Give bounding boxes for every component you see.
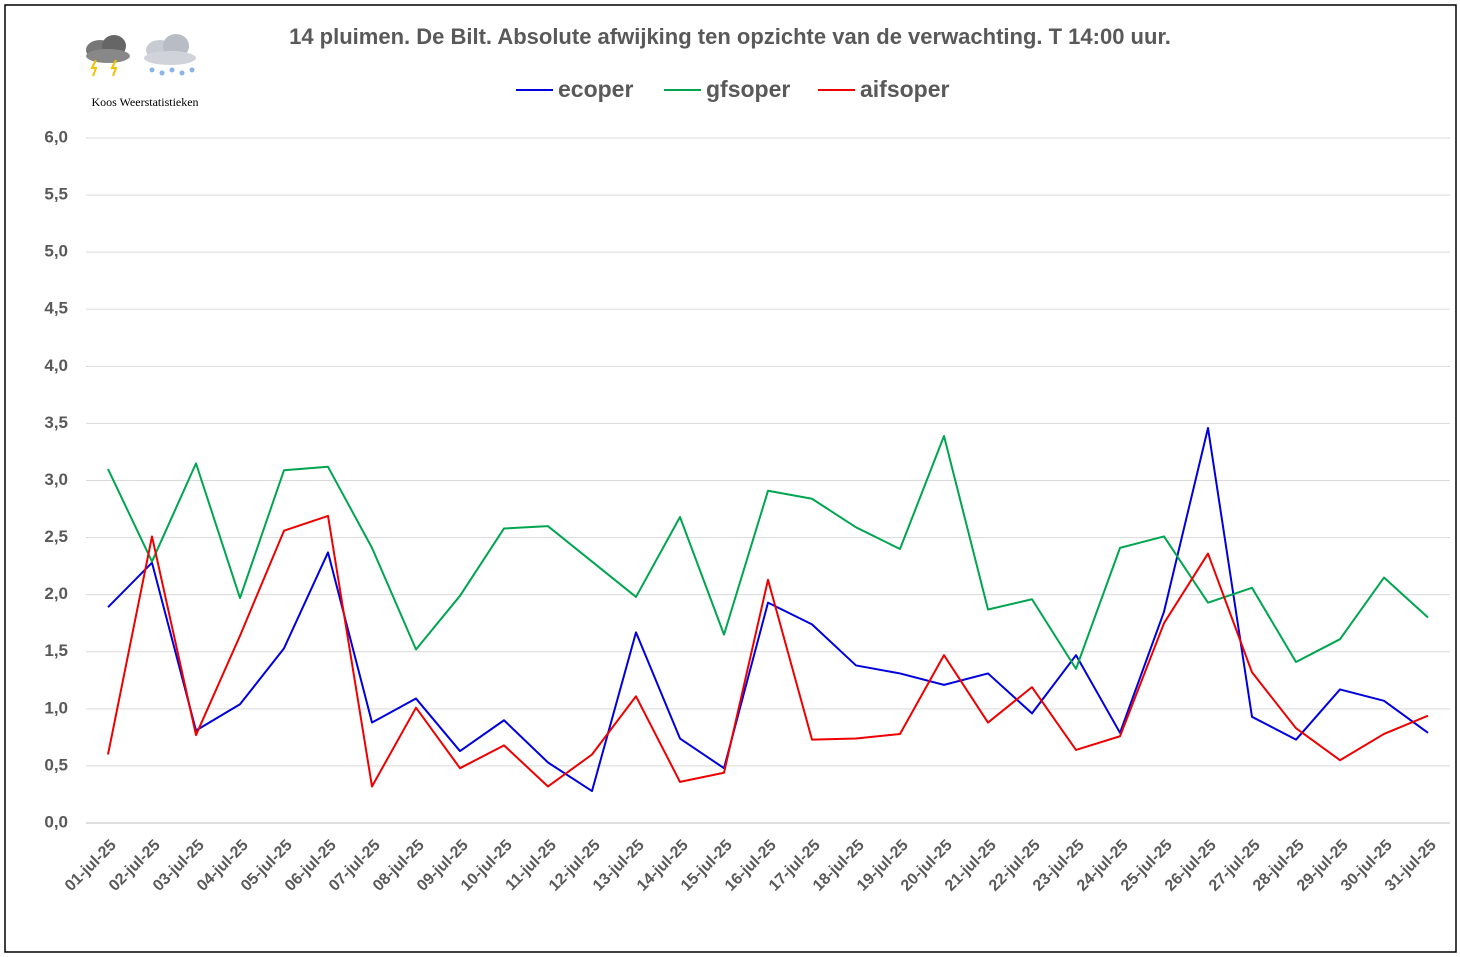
y-tick-label: 1,0	[44, 698, 68, 717]
series-line	[107, 514, 1429, 788]
frame	[4, 4, 1457, 953]
y-tick-label: 4,0	[44, 356, 68, 375]
legend-label: gfsoper	[706, 76, 790, 102]
logo	[86, 34, 196, 77]
y-tick-label: 5,5	[44, 185, 68, 204]
y-tick-label: 6,0	[44, 127, 68, 146]
series-line	[107, 434, 1429, 670]
y-tick-label: 3,0	[44, 470, 68, 489]
y-tick-label: 0,0	[44, 812, 68, 831]
legend-label: aifsoper	[860, 76, 950, 102]
y-tick-label: 0,5	[44, 755, 68, 774]
y-tick-label: 2,5	[44, 527, 68, 546]
series-line	[107, 426, 1429, 793]
y-tick-label: 5,0	[44, 242, 68, 261]
y-tick-label: 1,5	[44, 641, 68, 660]
legend-label: ecoper	[558, 76, 633, 102]
y-tick-label: 2,0	[44, 584, 68, 603]
y-tick-label: 4,5	[44, 299, 68, 318]
chart-title: 14 pluimen. De Bilt. Absolute afwijking …	[289, 24, 1171, 49]
y-tick-label: 3,5	[44, 413, 68, 432]
logo-text: Koos Weerstatistieken	[91, 95, 198, 109]
